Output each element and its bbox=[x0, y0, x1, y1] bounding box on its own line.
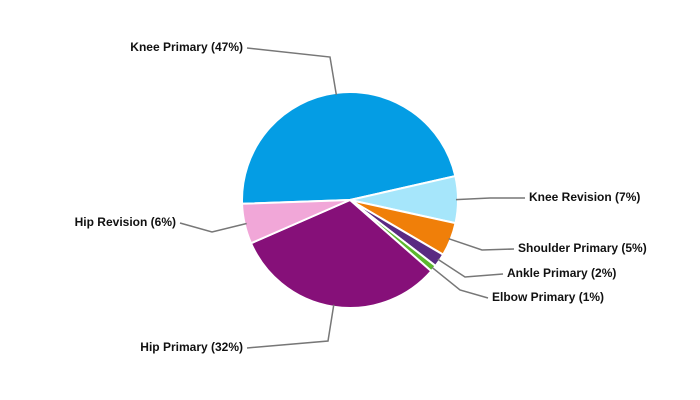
slice-label: Hip Revision (6%) bbox=[75, 215, 176, 229]
leader-line bbox=[246, 47, 338, 96]
slice-label: Shoulder Primary (5%) bbox=[518, 241, 647, 255]
slice-label: Knee Revision (7%) bbox=[529, 190, 640, 204]
leader-line bbox=[179, 222, 247, 233]
slice-label: Knee Primary (47%) bbox=[130, 40, 243, 54]
slice-label: Ankle Primary (2%) bbox=[507, 266, 616, 280]
leader-line bbox=[455, 197, 525, 201]
leader-line bbox=[431, 266, 489, 299]
leader-line bbox=[246, 304, 335, 349]
leader-line bbox=[437, 258, 504, 278]
slice-label: Hip Primary (32%) bbox=[140, 340, 243, 354]
slice-label: Elbow Primary (1%) bbox=[492, 290, 604, 304]
leader-line bbox=[448, 237, 515, 251]
